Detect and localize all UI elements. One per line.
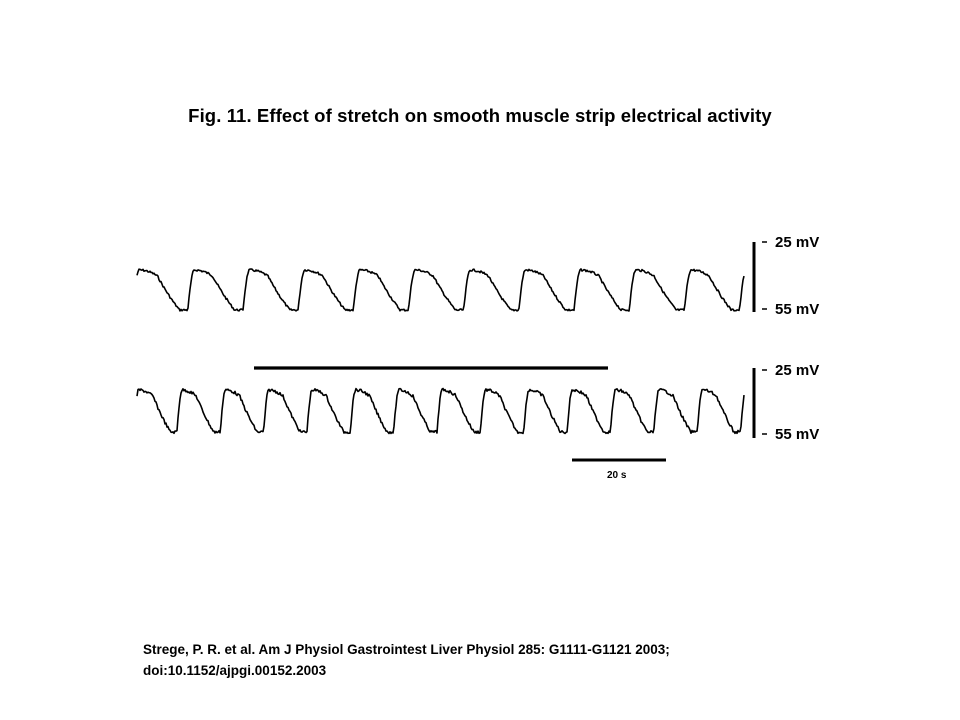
- time-scale-label: 20 s: [607, 470, 627, 481]
- citation-line: Strege, P. R. et al. Am J Physiol Gastro…: [143, 642, 670, 657]
- scale-label-top: 25 mV: [775, 362, 819, 379]
- scale-label-bottom: 55 mV: [775, 426, 819, 443]
- figure-title: Fig. 11. Effect of stretch on smooth mus…: [188, 105, 772, 126]
- citation: Strege, P. R. et al. Am J Physiol Gastro…: [143, 639, 903, 681]
- scale-label-top: 25 mV: [775, 234, 819, 251]
- voltage-trace-control: [136, 268, 745, 312]
- scale-label-bottom: 55 mV: [775, 301, 819, 318]
- citation-doi: doi:10.1152/ajpgi.00152.2003: [143, 663, 327, 678]
- voltage-trace-stretch: [136, 387, 745, 435]
